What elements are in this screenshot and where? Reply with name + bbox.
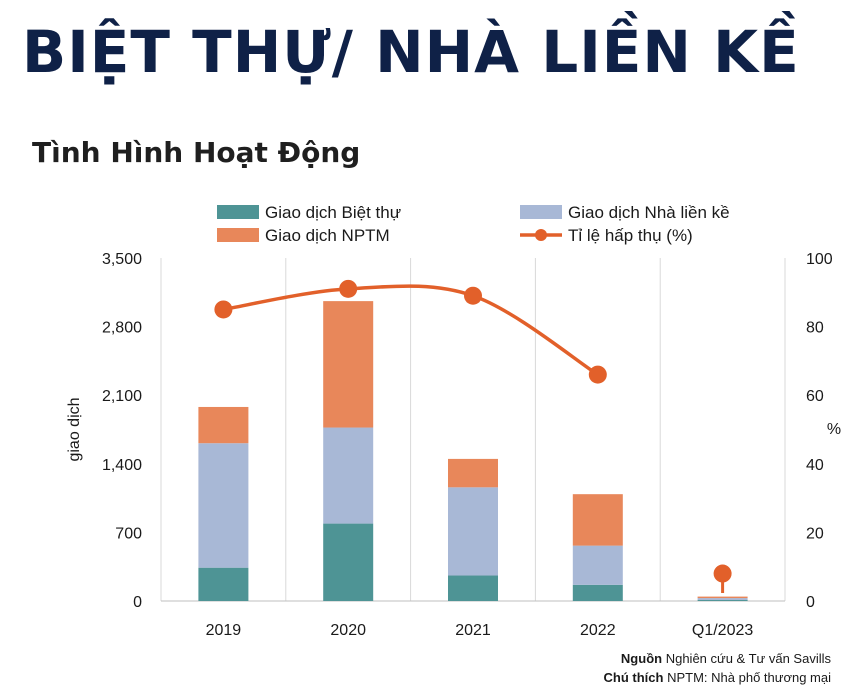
source-label: Nguồn — [620, 651, 663, 666]
bar-segment — [572, 545, 623, 585]
absorption-line — [223, 284, 599, 377]
note-label: Chú thích — [603, 670, 664, 685]
bar-segment — [198, 443, 249, 568]
x-tick-label: 2021 — [455, 622, 491, 639]
page-title: BIỆT THỰ/ NHÀ LIỀN KỀ — [22, 18, 800, 86]
legend-label: Giao dịch NPTM — [265, 226, 390, 245]
legend-swatch — [520, 205, 562, 219]
y-tick-label: 1,400 — [102, 457, 142, 474]
note-text: NPTM: Nhà phố thương mại — [667, 670, 831, 685]
absorption-point — [588, 365, 607, 384]
footnote: Chú thích NPTM: Nhà phố thương mại — [604, 670, 831, 685]
legend-swatch — [217, 205, 259, 219]
legend-label: Giao dịch Biệt thự — [265, 203, 401, 222]
bar-segment — [323, 427, 374, 524]
section-title: Tình Hình Hoạt Động — [32, 136, 361, 169]
bar-segment — [323, 523, 374, 601]
y2-tick-label: 20 — [806, 525, 824, 542]
bar-segment — [448, 458, 498, 488]
y2-tick-label: 40 — [806, 457, 824, 474]
source-note: Nguồn Nghiên cứu & Tư vấn Savills — [621, 651, 831, 666]
bar-segment — [697, 598, 748, 601]
bar-segment — [572, 494, 623, 546]
source-text: Nghiên cứu & Tư vấn Savills — [665, 651, 831, 666]
absorption-point — [339, 279, 358, 298]
x-tick-label: Q1/2023 — [692, 622, 753, 639]
y-tick-label: 3,500 — [102, 251, 142, 268]
bar-segment — [572, 584, 623, 601]
y-tick-label: 2,100 — [102, 388, 142, 405]
bar-segment — [448, 487, 498, 576]
y-axis-title: giao dịch — [66, 397, 83, 461]
bar-segment — [198, 567, 249, 601]
y2-tick-label: 100 — [806, 251, 833, 268]
bar-segment — [198, 406, 249, 444]
absorption-point — [464, 286, 482, 305]
x-tick-label: 2019 — [206, 622, 242, 639]
y-tick-label: 2,800 — [102, 320, 142, 337]
legend-label: Giao dịch Nhà liền kề — [568, 203, 730, 222]
y-tick-label: 0 — [133, 594, 142, 611]
x-tick-label: 2022 — [580, 622, 616, 639]
bar-segment — [697, 600, 748, 601]
legend-swatch-marker — [535, 229, 547, 241]
y2-tick-label: 80 — [806, 320, 824, 337]
legend-label: Tỉ lệ hấp thụ (%) — [568, 226, 693, 245]
absorption-point — [713, 564, 732, 583]
y-tick-label: 700 — [115, 525, 142, 542]
y2-axis-title: % — [827, 421, 841, 438]
absorption-point — [214, 300, 233, 319]
combo-chart: 0 700 1,400 2,100 2,800 3,500 0 20 40 60 80 100 giao… — [66, 203, 841, 639]
x-tick-label: 2020 — [330, 622, 366, 639]
y2-tick-label: 0 — [806, 594, 815, 611]
bar-segment — [323, 301, 374, 428]
bar-segment — [697, 596, 748, 599]
bar-segment — [448, 575, 498, 601]
y2-tick-label: 60 — [806, 388, 824, 405]
legend-swatch — [217, 228, 259, 242]
